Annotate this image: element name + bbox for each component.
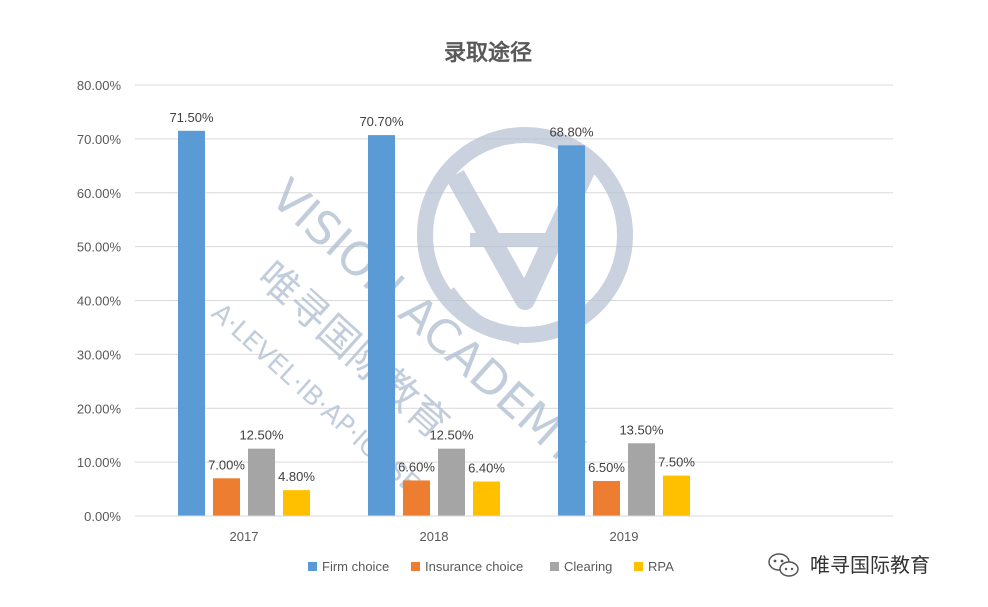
data-label: 13.50% [619, 422, 664, 437]
legend-label: RPA [648, 559, 674, 574]
bar-clearing-2018 [438, 448, 465, 516]
y-tick-label: 0.00% [84, 509, 121, 524]
legend-label: Insurance choice [425, 559, 523, 574]
data-label: 4.80% [278, 469, 315, 484]
bar-insurance-choice-2018 [403, 480, 430, 516]
bar-rpa-2019 [663, 475, 690, 516]
x-axis-ticks: 2017 2018 2019 [230, 529, 639, 544]
bar-clearing-2017 [248, 448, 275, 516]
data-label: 6.50% [588, 460, 625, 475]
legend-swatch [634, 562, 643, 571]
wechat-icon [768, 553, 799, 577]
data-label: 71.50% [169, 110, 214, 125]
legend: Firm choice Insurance choice Clearing RPA [308, 559, 674, 574]
data-label: 70.70% [359, 114, 404, 129]
y-tick-label: 60.00% [77, 186, 122, 201]
bars [178, 130, 690, 516]
brand-mark: 唯寻国际教育 [768, 553, 930, 577]
y-tick-label: 70.00% [77, 132, 122, 147]
bar-firm-choice-2017 [178, 130, 205, 516]
legend-label: Firm choice [322, 559, 389, 574]
y-tick-label: 30.00% [77, 347, 122, 362]
bar-rpa-2018 [473, 481, 500, 516]
data-label: 6.60% [398, 459, 435, 474]
bar-rpa-2017 [283, 490, 310, 516]
data-label: 7.00% [208, 457, 245, 472]
legend-swatch [411, 562, 420, 571]
y-tick-label: 20.00% [77, 401, 122, 416]
data-label: 68.80% [549, 124, 594, 139]
legend-swatch [308, 562, 317, 571]
legend-label: Clearing [564, 559, 612, 574]
data-labels: 71.50% 7.00% 12.50% 4.80% 70.70% 6.60% 12.50% 6… [169, 110, 695, 484]
data-label: 12.50% [429, 428, 474, 443]
y-tick-label: 50.00% [77, 240, 122, 255]
bar-clearing-2019 [628, 443, 655, 516]
y-tick-label: 40.00% [77, 294, 122, 309]
bar-firm-choice-2019 [558, 145, 585, 516]
bar-insurance-choice-2019 [593, 480, 620, 516]
y-axis-ticks: 0.00% 10.00% 20.00% 30.00% 40.00% 50.00% 60.00… [77, 78, 122, 524]
data-label: 7.50% [658, 455, 695, 470]
data-label: 12.50% [239, 428, 284, 443]
x-tick-label: 2019 [610, 529, 639, 544]
x-tick-label: 2017 [230, 529, 259, 544]
data-label: 6.40% [468, 461, 505, 476]
x-tick-label: 2018 [420, 529, 449, 544]
brand-name: 唯寻国际教育 [810, 553, 930, 577]
chart-title: 录取途径 [444, 40, 532, 66]
bar-insurance-choice-2017 [213, 478, 240, 516]
bar-firm-choice-2018 [368, 135, 395, 516]
y-tick-label: 80.00% [77, 78, 122, 93]
legend-swatch [550, 562, 559, 571]
y-tick-label: 10.00% [77, 455, 122, 470]
